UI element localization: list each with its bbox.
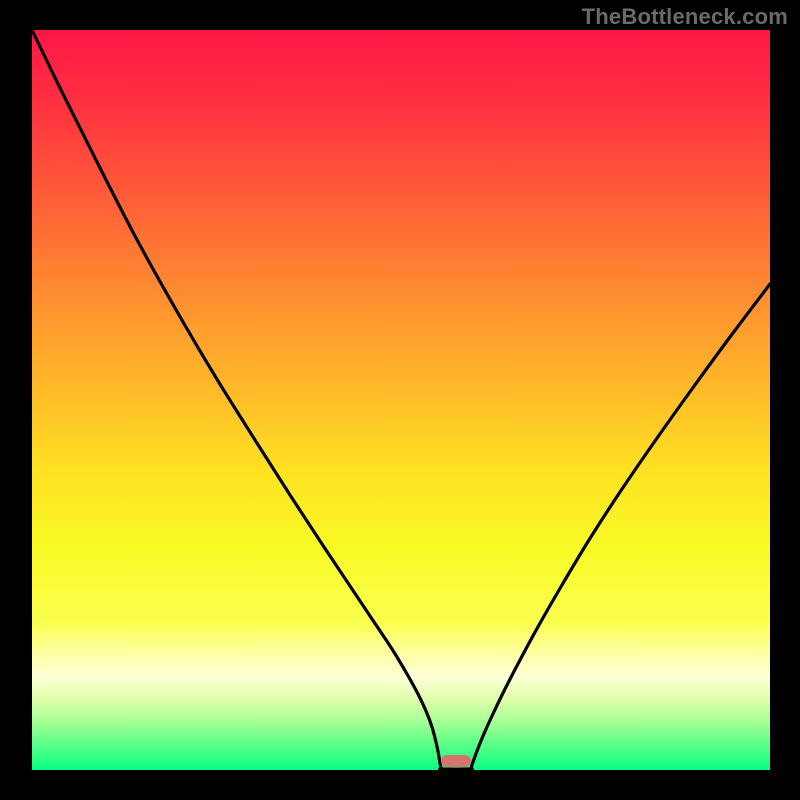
optimal-marker (441, 755, 471, 767)
stage: TheBottleneck.com (0, 0, 800, 800)
watermark-text: TheBottleneck.com (582, 4, 788, 30)
plot-area (32, 30, 770, 770)
chart-svg (0, 0, 800, 800)
